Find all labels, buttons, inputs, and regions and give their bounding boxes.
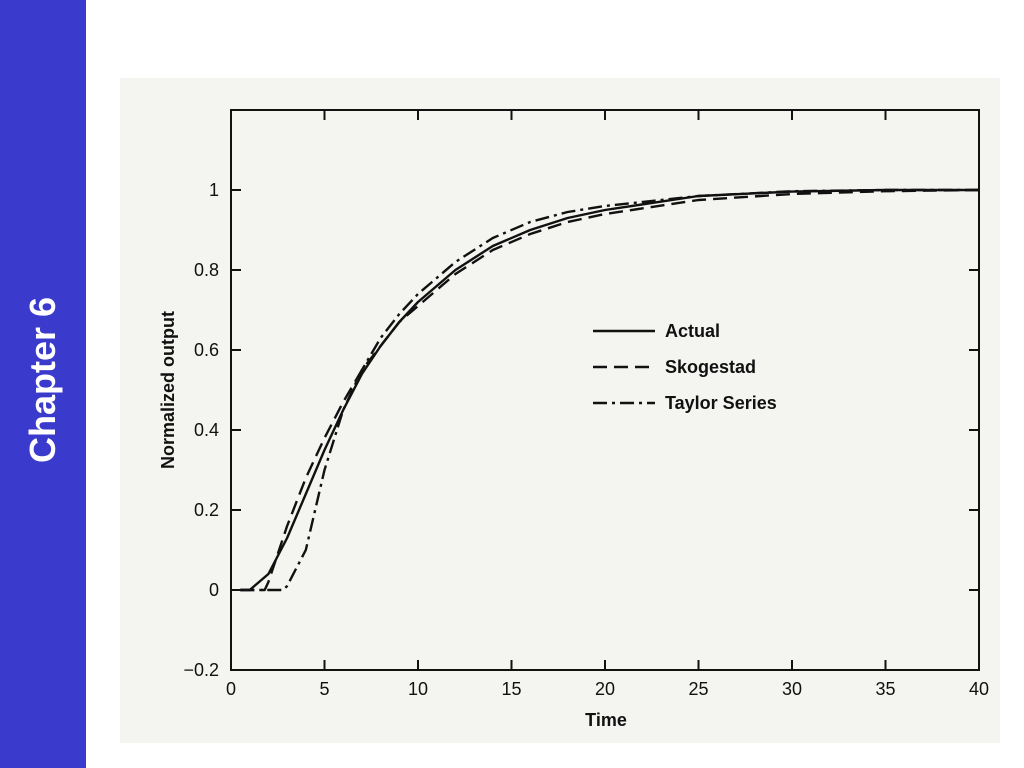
series-line-skogestad	[240, 188, 980, 592]
y-axis-title: Normalized output	[158, 311, 178, 469]
legend-label-skogestad: Skogestad	[665, 357, 756, 377]
chart-figure: 0 5 10 15 20 25 30 35 40 −0.2 0 0.2 0.4 0.6 0.8 1 Actua…	[120, 78, 1000, 743]
x-tick-label: 35	[875, 679, 895, 699]
y-tick-label: 0.2	[194, 500, 219, 520]
x-tick-label: 20	[595, 679, 615, 699]
x-tick-label: 5	[319, 679, 329, 699]
x-tick-label: 15	[501, 679, 521, 699]
x-tick-label: 10	[408, 679, 428, 699]
x-axis-title: Time	[585, 710, 627, 730]
chapter-label: Chapter 6	[22, 296, 63, 464]
y-tick-label: 1	[209, 180, 219, 200]
legend-label-taylor-series: Taylor Series	[665, 393, 777, 413]
y-tick-label: 0.6	[194, 340, 219, 360]
x-tick-label: 25	[688, 679, 708, 699]
series-line-taylor-series	[240, 188, 979, 592]
plot-frame	[230, 109, 980, 671]
y-tick-label: 0.8	[194, 260, 219, 280]
series-line-actual	[240, 188, 979, 592]
x-tick-label: 30	[782, 679, 802, 699]
x-tick-label: 0	[226, 679, 236, 699]
chapter-sidebar: Chapter 6	[0, 0, 86, 768]
y-tick-label: −0.2	[183, 660, 219, 680]
y-tick-label: 0	[209, 580, 219, 600]
legend-label-actual: Actual	[665, 321, 720, 341]
y-tick-label: 0.4	[194, 420, 219, 440]
response-chart: 0 5 10 15 20 25 30 35 40 −0.2 0 0.2 0.4 0.6 0.8 1 Actua…	[158, 109, 989, 730]
x-tick-label: 40	[969, 679, 989, 699]
